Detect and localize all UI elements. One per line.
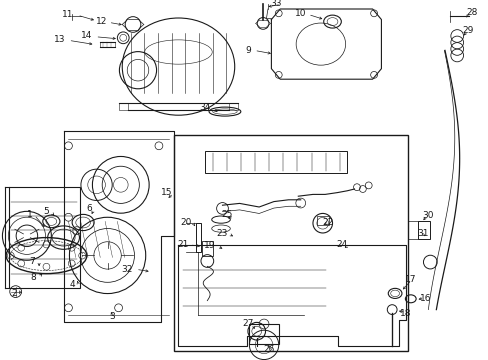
Text: 7: 7 bbox=[29, 256, 35, 266]
Text: 11: 11 bbox=[61, 10, 73, 19]
Text: 22: 22 bbox=[321, 218, 333, 227]
Bar bbox=[205, 151, 346, 173]
Text: 13: 13 bbox=[54, 35, 65, 44]
Bar bbox=[417, 221, 429, 239]
Text: 32: 32 bbox=[121, 265, 133, 274]
Bar bbox=[229, 103, 237, 111]
Text: 34: 34 bbox=[199, 104, 211, 112]
Text: 4: 4 bbox=[69, 280, 75, 289]
Text: 3: 3 bbox=[109, 312, 115, 321]
Text: 8: 8 bbox=[30, 273, 36, 282]
Text: 19: 19 bbox=[203, 241, 215, 250]
Text: 6: 6 bbox=[86, 204, 92, 213]
Bar bbox=[195, 223, 201, 252]
Text: 14: 14 bbox=[81, 31, 93, 40]
Text: 15: 15 bbox=[160, 188, 172, 197]
Text: 20: 20 bbox=[180, 218, 191, 227]
Text: 18: 18 bbox=[399, 309, 411, 318]
Text: 30: 30 bbox=[421, 211, 433, 220]
Bar bbox=[9, 187, 80, 288]
Text: 17: 17 bbox=[404, 274, 416, 284]
Text: 16: 16 bbox=[419, 294, 430, 303]
Text: 2: 2 bbox=[11, 289, 17, 298]
Text: 10: 10 bbox=[294, 9, 306, 18]
Bar bbox=[249, 324, 278, 344]
Text: 24: 24 bbox=[336, 240, 347, 249]
Text: 5: 5 bbox=[43, 207, 49, 216]
Text: 28: 28 bbox=[465, 8, 477, 17]
Bar bbox=[316, 216, 328, 225]
Text: 29: 29 bbox=[462, 26, 473, 35]
Text: 33: 33 bbox=[270, 0, 282, 8]
Text: 9: 9 bbox=[244, 46, 250, 55]
Text: 25: 25 bbox=[221, 210, 233, 219]
Bar bbox=[202, 241, 212, 256]
Text: 27: 27 bbox=[242, 320, 254, 328]
Bar bbox=[119, 103, 127, 111]
Text: 31: 31 bbox=[416, 229, 428, 238]
Text: 21: 21 bbox=[177, 240, 189, 249]
Text: 23: 23 bbox=[216, 229, 228, 238]
Text: 26: 26 bbox=[263, 346, 274, 354]
Text: 1: 1 bbox=[26, 210, 32, 219]
Bar bbox=[173, 135, 407, 351]
Text: 12: 12 bbox=[96, 17, 107, 26]
